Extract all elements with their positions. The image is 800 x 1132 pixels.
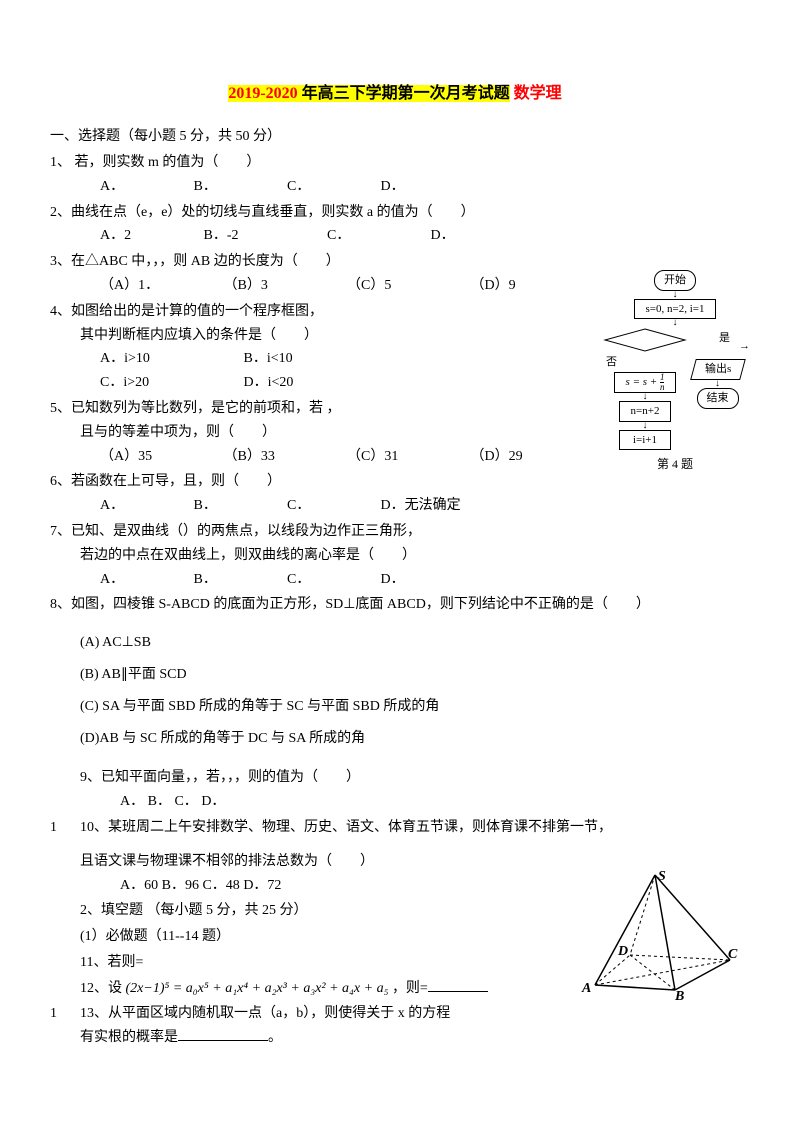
q3-opt-b: （B）3	[224, 274, 344, 298]
q5-opt-a: （A）35	[100, 445, 220, 469]
q4-opt-d: D．i<20	[244, 371, 294, 395]
q11-stem: 11、若则=	[80, 955, 143, 970]
q12-blank	[428, 977, 488, 992]
q10-line1: 10、某班周二上午安排数学、物理、历史、语文、体育五节课，则体育课不排第一节，	[80, 816, 740, 840]
q13-end: 。	[268, 1030, 282, 1045]
q3-opt-a: （A）1．	[100, 274, 220, 298]
question-1: 1、 若，则实数 m 的值为（ ） A． B． C． D．	[50, 151, 740, 199]
q13-line2: 有实根的概率是	[80, 1030, 178, 1045]
pyr-c: C	[728, 947, 738, 962]
q2-opt-c: C．	[327, 224, 427, 248]
q8-opt-c: (C) SA 与平面 SBD 所成的角等于 SC 与平面 SBD 所成的角	[80, 695, 740, 719]
question-2: 2、曲线在点（e，e）处的切线与直线垂直，则实数 a 的值为（ ） A．2 B．…	[50, 201, 740, 249]
q9-opt-a: A．	[120, 794, 144, 809]
question-9: 9、已知平面向量，，若，，，则的值为（ ） A． B． C． D．	[80, 766, 740, 814]
flowchart: 开始 ↓ s=0, n=2, i=1 ↓ 是 → 否 s = s + 1n ↓ …	[600, 270, 750, 475]
q1-stem: 1、 若，则实数 m 的值为（ ）	[50, 151, 740, 175]
q2-opt-d: D．	[431, 224, 501, 248]
q7-opt-b: B．	[194, 568, 284, 592]
pyr-a: A	[581, 981, 591, 996]
pyramid-icon: S A B C D	[580, 870, 740, 1000]
q10-opt-a: A．60	[120, 878, 158, 893]
q6-opt-c: C．	[287, 494, 377, 518]
q4-opt-a: A．i>10	[100, 347, 240, 371]
q6-opt-a: A．	[100, 494, 190, 518]
q12-pre: 12、设	[80, 981, 122, 996]
q6-opt-b: B．	[194, 494, 284, 518]
question-6: 6、若函数在上可导，且，则（ ） A． B． C． D．无法确定	[50, 470, 740, 518]
q5-opt-c: （C）31	[347, 445, 467, 469]
question-7: 7、已知、是双曲线（）的两焦点，以线段为边作正三角形， 若边的中点在双曲线上，则…	[50, 520, 740, 591]
q7-opt-c: C．	[287, 568, 377, 592]
flow-out: 输出s	[704, 360, 730, 379]
q2-opt-b: B．-2	[204, 224, 324, 248]
q9-opt-c: C．	[174, 794, 197, 809]
pyr-d: D	[617, 944, 628, 959]
q12-post: ，则=	[392, 981, 428, 996]
q10-opt-b: B．96	[162, 878, 199, 893]
flow-start: 开始	[654, 270, 696, 291]
q4-opt-c: C．i>20	[100, 371, 240, 395]
q3-opt-d: （D）9	[471, 274, 516, 298]
left-marker-1: 1	[50, 816, 57, 840]
q2-stem: 2、曲线在点（e，e）处的切线与直线垂直，则实数 a 的值为（ ）	[50, 201, 740, 225]
flow-init: s=0, n=2, i=1	[634, 299, 716, 320]
q10-opt-d: D．72	[243, 878, 281, 893]
q12-formula: (2x−1)⁵ = a₀x⁵ + a₁x⁴ + a₂x³ + a₃x² + a₄…	[126, 981, 389, 996]
question-13: 13、从平面区域内随机取一点（a，b），则使得关于 x 的方程 有实根的概率是。	[80, 1002, 740, 1050]
question-8: 8、如图，四棱锥 S-ABCD 的底面为正方形，SD⊥底面 ABCD，则下列结论…	[50, 593, 740, 750]
q1-opt-a: A．	[100, 175, 190, 199]
q5-opt-b: （B）33	[224, 445, 344, 469]
q13-blank	[178, 1026, 268, 1041]
q1-opt-b: B．	[194, 175, 284, 199]
q9-opt-b: B．	[148, 794, 171, 809]
q1-opt-c: C．	[287, 175, 377, 199]
q2-opt-a: A．2	[100, 224, 200, 248]
flow-n: n=n+2	[619, 401, 671, 422]
q5-opt-d: （D）29	[471, 445, 523, 469]
page-title: 2019-2020 年高三下学期第一次月考试题 数学理	[50, 80, 740, 107]
flow-yes: 是	[719, 329, 730, 348]
q9-opt-d: D．	[201, 794, 225, 809]
q4-opt-b: B．i<10	[244, 347, 293, 371]
pyramid-diagram: S A B C D	[580, 870, 740, 1009]
q1-opt-d: D．	[381, 175, 471, 199]
q8-stem: 8、如图，四棱锥 S-ABCD 的底面为正方形，SD⊥底面 ABCD，则下列结论…	[50, 593, 740, 617]
q7-line2: 若边的中点在双曲线上，则双曲线的离心率是（ ）	[80, 544, 740, 568]
title-mid: 年高三下学期第一次月考试题	[298, 85, 510, 102]
flow-caption: 第 4 题	[600, 454, 750, 474]
title-subject: 数学理	[510, 85, 562, 102]
q8-opt-d: (D)AB 与 SC 所成的角等于 DC 与 SA 所成的角	[80, 727, 740, 751]
flow-no: 否	[606, 353, 690, 372]
q7-opt-a: A．	[100, 568, 190, 592]
left-marker-2: 1	[50, 1002, 57, 1026]
title-year: 2019-2020	[228, 85, 297, 102]
flow-calc: s = s + 1n	[614, 372, 676, 393]
pyr-s: S	[658, 870, 666, 884]
section-1-head: 一、选择题（每小题 5 分，共 50 分）	[50, 125, 740, 149]
q10-opt-c: C．48	[202, 878, 239, 893]
q8-opt-a: (A) AC⊥SB	[80, 631, 740, 655]
q3-opt-c: （C）5	[347, 274, 467, 298]
flow-end: 结束	[697, 388, 739, 409]
q7-opt-d: D．	[381, 568, 405, 592]
q6-opt-d: D．无法确定	[381, 494, 461, 518]
q9-stem: 9、已知平面向量，，若，，，则的值为（ ）	[80, 766, 740, 790]
q7-line1: 7、已知、是双曲线（）的两焦点，以线段为边作正三角形，	[50, 520, 740, 544]
pyr-b: B	[674, 989, 684, 1000]
flow-i: i=i+1	[619, 430, 671, 451]
q8-opt-b: (B) AB∥平面 SCD	[80, 663, 740, 687]
